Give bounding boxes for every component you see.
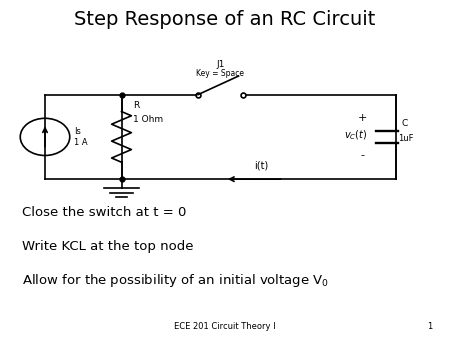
Text: +: + [358, 113, 367, 123]
Text: Is: Is [74, 127, 81, 136]
Text: -: - [360, 150, 364, 161]
Text: $v_C(t)$: $v_C(t)$ [344, 128, 367, 142]
Text: Key = Space: Key = Space [197, 69, 244, 78]
Text: Step Response of an RC Circuit: Step Response of an RC Circuit [74, 10, 376, 29]
Text: i(t): i(t) [254, 161, 268, 171]
Text: 1 A: 1 A [74, 139, 88, 147]
Text: Allow for the possibility of an initial voltage V$_0$: Allow for the possibility of an initial … [22, 272, 330, 289]
Text: Write KCL at the top node: Write KCL at the top node [22, 240, 194, 253]
Text: J1: J1 [216, 60, 225, 69]
Text: R: R [133, 101, 139, 111]
Text: ECE 201 Circuit Theory I: ECE 201 Circuit Theory I [174, 321, 276, 331]
Text: 1 Ohm: 1 Ohm [133, 115, 163, 124]
Text: Close the switch at t = 0: Close the switch at t = 0 [22, 207, 187, 219]
Text: 1: 1 [427, 321, 432, 331]
Text: 1uF: 1uF [398, 134, 414, 143]
Text: C: C [401, 119, 408, 128]
